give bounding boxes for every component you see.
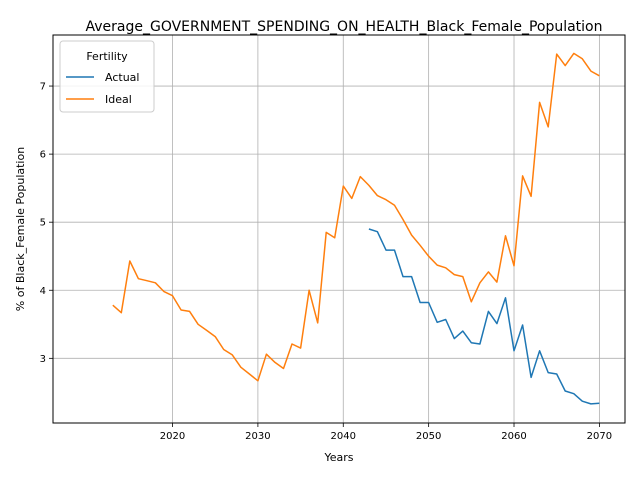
legend-label-actual: Actual <box>105 71 139 84</box>
x-tick-label: 2050 <box>416 431 441 442</box>
x-tick-label: 2070 <box>587 431 612 442</box>
legend-title: Fertility <box>86 50 128 63</box>
x-tick-label: 2040 <box>331 431 356 442</box>
x-tick-label: 2020 <box>160 431 185 442</box>
y-tick-label: 6 <box>40 150 46 161</box>
plot-lines <box>112 52 600 405</box>
y-axis-label: % of Black_Female Population <box>14 147 27 311</box>
legend-label-ideal: Ideal <box>105 93 132 106</box>
chart-title: Average_GOVERNMENT_SPENDING_ON_HEALTH_Bl… <box>85 19 602 35</box>
legend-entries: Actual Ideal <box>66 71 139 106</box>
x-axis: 2020 2030 2040 2050 2060 2070 <box>160 423 612 442</box>
series-line-ideal <box>112 52 600 382</box>
legend-box <box>59 40 155 113</box>
legend: Fertility Actual Ideal <box>59 40 155 113</box>
plot-frame <box>52 34 626 424</box>
y-tick-label: 4 <box>40 286 46 297</box>
x-tick-label: 2030 <box>245 431 270 442</box>
x-axis-label: Years <box>323 451 353 464</box>
x-tick-label: 2060 <box>501 431 526 442</box>
y-tick-label: 5 <box>40 218 46 229</box>
series-line-actual <box>368 228 600 405</box>
y-tick-label: 3 <box>40 354 46 365</box>
y-axis: 3 4 5 6 7 <box>40 82 53 365</box>
y-tick-label: 7 <box>40 82 46 93</box>
